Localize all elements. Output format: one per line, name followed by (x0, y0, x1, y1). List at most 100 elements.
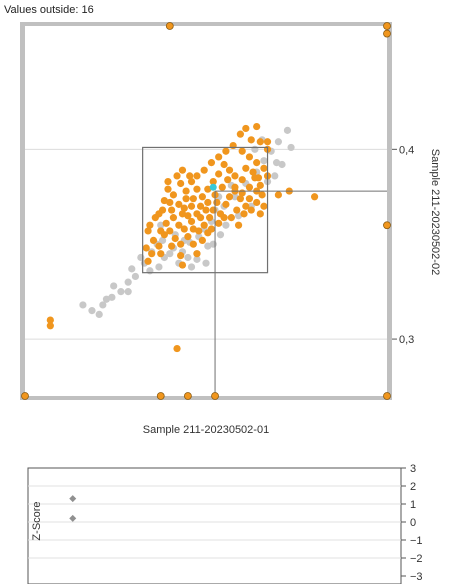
sample-point (311, 193, 319, 201)
sample-point (245, 183, 254, 191)
z-tick-label: −3 (410, 571, 423, 583)
sample-point (193, 250, 201, 258)
reference-point (166, 250, 174, 258)
sample-point (209, 206, 217, 214)
sample-point (247, 206, 255, 214)
reference-point (209, 240, 217, 248)
sample-point (158, 206, 167, 214)
sample-point (177, 179, 185, 188)
sample-point (187, 202, 196, 210)
sample-point (189, 225, 197, 233)
selection-box[interactable] (142, 146, 269, 274)
sample-point (215, 219, 223, 227)
outside-marker (383, 221, 391, 230)
sample-point (164, 177, 172, 186)
sample-point (253, 159, 261, 167)
sample-point (160, 196, 168, 205)
sample-point (166, 198, 174, 207)
outside-marker (383, 29, 391, 38)
sample-point (220, 160, 228, 169)
sample-point (227, 214, 235, 222)
sample-point (144, 257, 152, 265)
sample-point (204, 198, 212, 207)
sample-point (173, 172, 181, 180)
outside-marker (156, 392, 165, 400)
sample-point (186, 172, 194, 180)
sample-point (148, 250, 156, 258)
reference-point (278, 160, 286, 169)
sample-point (46, 322, 54, 330)
z-score-point (69, 495, 77, 503)
reference-point (202, 259, 210, 267)
sample-point (231, 183, 239, 191)
sample-point (206, 214, 214, 222)
sample-point (177, 251, 185, 260)
sample-point (225, 166, 234, 174)
sample-point (253, 122, 261, 131)
sample-point (164, 185, 172, 193)
sample-point (180, 225, 188, 233)
sample-point (182, 187, 190, 195)
sample-point (207, 159, 216, 167)
reference-point (193, 255, 201, 263)
sample-point (233, 206, 241, 214)
reference-point (124, 288, 132, 296)
reference-point (137, 253, 145, 262)
reference-point (184, 253, 192, 262)
sample-point (242, 202, 250, 210)
selected-point[interactable] (209, 183, 217, 191)
reference-point (272, 159, 281, 167)
outside-marker (165, 22, 174, 30)
sample-point (184, 233, 192, 241)
sample-point (146, 221, 154, 229)
x-axis-label: Sample 211-20230502-01 (143, 424, 269, 436)
sample-point (222, 200, 230, 208)
reference-point (260, 157, 268, 165)
z-tick-label: 3 (410, 463, 416, 475)
main-scatter-chart[interactable]: 0,3 0,4 Sample 211-20230502-01 Sample 211… (0, 0, 458, 440)
sample-point (220, 214, 228, 222)
reference-point (231, 193, 239, 201)
sample-point (236, 130, 244, 138)
sample-point (157, 250, 165, 258)
sample-point (193, 185, 201, 193)
reference-point (131, 272, 140, 281)
values-outside-status: Values outside: 16 (4, 4, 94, 16)
grid-lines (25, 148, 387, 340)
sample-point (178, 166, 187, 174)
sample-point (189, 240, 197, 248)
y-tick-label: 0,3 (399, 334, 414, 346)
reference-point (117, 288, 125, 296)
sample-point (242, 164, 250, 172)
sample-point (200, 221, 208, 229)
sample-point (196, 202, 205, 210)
z-grid-lines (28, 485, 401, 559)
sample-point (229, 141, 237, 150)
z-axis-label: Z-Score (31, 501, 43, 540)
sample-point (171, 234, 179, 243)
sample-point (258, 191, 266, 199)
sample-point (142, 244, 150, 252)
z-plot-frame (27, 467, 402, 584)
sample-point (173, 344, 181, 353)
sample-point (247, 136, 255, 144)
sample-point (256, 210, 264, 218)
sample-point (249, 168, 257, 176)
sample-point (178, 261, 187, 269)
outside-marker (383, 22, 391, 30)
sample-point (236, 195, 244, 203)
sample-point (189, 195, 197, 203)
y-axis-ticks: 0,3 0,4 (392, 144, 414, 346)
sample-point (162, 219, 170, 227)
sample-point (238, 176, 246, 184)
sample-point (166, 227, 174, 235)
sample-point (260, 202, 268, 210)
sample-point (184, 212, 192, 220)
sample-point (238, 147, 246, 155)
sample-point (169, 214, 178, 222)
sample-point (234, 221, 243, 229)
sample-point (215, 170, 223, 178)
y-tick-label: 0,4 (399, 144, 414, 156)
sample-point (198, 236, 206, 245)
z-tick-label: −2 (410, 553, 423, 565)
